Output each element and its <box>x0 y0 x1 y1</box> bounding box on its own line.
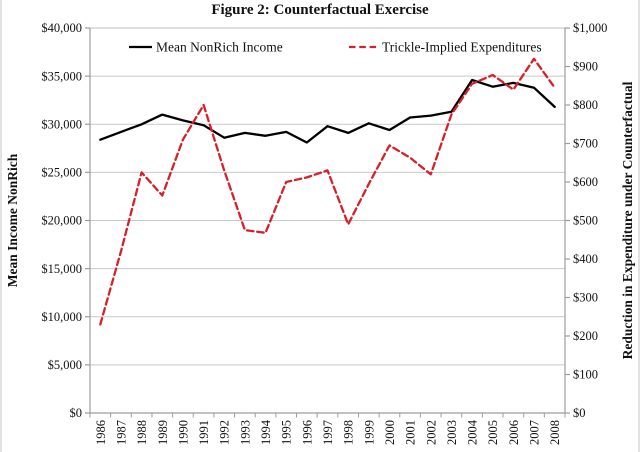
legend-expenditures-label: Trickle-Implied Expenditures <box>382 40 542 55</box>
legend-income-label: Mean NonRich Income <box>156 40 283 55</box>
x-axis-tick-label: 2005 <box>486 420 500 445</box>
left-axis-tick-label: $30,000 <box>41 117 82 131</box>
x-axis-tick-label: 2004 <box>466 419 480 445</box>
x-axis-tick-label: 1987 <box>114 420 128 445</box>
right-axis-title: Reduction in Expenditure under Counterfa… <box>620 81 635 359</box>
right-axis-tick-label: $300 <box>573 291 598 305</box>
x-axis-tick-label: 2002 <box>424 420 438 445</box>
right-axis-tick-label: $700 <box>573 137 598 151</box>
left-axis-tick-label: $10,000 <box>41 310 82 324</box>
x-axis-tick-label: 1988 <box>135 420 149 445</box>
left-axis-tick-label: $15,000 <box>41 262 82 276</box>
right-axis-tick-label: $600 <box>573 175 598 189</box>
x-axis-tick-label: 1996 <box>300 420 314 445</box>
x-axis-tick-label: 1998 <box>342 420 356 445</box>
x-axis-tick-label: 1990 <box>176 420 190 445</box>
left-axis-title: Mean Income NonRich <box>5 153 20 287</box>
left-axis-tick-label: $20,000 <box>41 214 82 228</box>
right-axis-tick-label: $900 <box>573 60 598 74</box>
x-axis-tick-label: 2000 <box>383 420 397 445</box>
right-axis-tick-label: $200 <box>573 329 598 343</box>
left-axis-tick-label: $40,000 <box>41 21 82 35</box>
x-axis-tick-label: 1993 <box>238 420 252 445</box>
x-axis-tick-label: 2007 <box>528 420 542 445</box>
right-axis-tick-label: $400 <box>573 252 598 266</box>
right-axis-tick-label: $800 <box>573 98 598 112</box>
x-axis-tick-label: 1992 <box>218 420 232 445</box>
left-axis-tick-label: $5,000 <box>48 358 82 372</box>
x-axis-tick-label: 2006 <box>507 420 521 445</box>
right-axis-tick-label: $1,000 <box>573 21 607 35</box>
x-axis-tick-label: 1997 <box>321 420 335 445</box>
x-axis-tick-label: 1991 <box>197 420 211 445</box>
figure-title: Figure 2: Counterfactual Exercise <box>211 2 429 18</box>
x-axis-tick-label: 2003 <box>445 420 459 445</box>
income-line <box>99 78 556 144</box>
x-axis-tick-label: 2001 <box>404 420 418 445</box>
x-axis-tick-label: 2008 <box>548 420 562 445</box>
right-axis-tick-label: $0 <box>573 406 586 420</box>
right-axis-tick-label: $500 <box>573 214 598 228</box>
x-axis-tick-label: 1994 <box>259 419 273 445</box>
x-axis-tick-label: 1999 <box>362 420 376 445</box>
x-axis-tick-label: 1995 <box>280 420 294 445</box>
left-axis-tick-label: $0 <box>70 406 83 420</box>
right-axis-tick-label: $100 <box>573 368 598 382</box>
x-axis-tick-label: 1986 <box>94 420 108 445</box>
expenditures-line <box>99 57 556 326</box>
left-axis-tick-label: $25,000 <box>41 166 82 180</box>
left-axis-tick-label: $35,000 <box>41 69 82 83</box>
x-axis-tick-label: 1989 <box>156 420 170 445</box>
